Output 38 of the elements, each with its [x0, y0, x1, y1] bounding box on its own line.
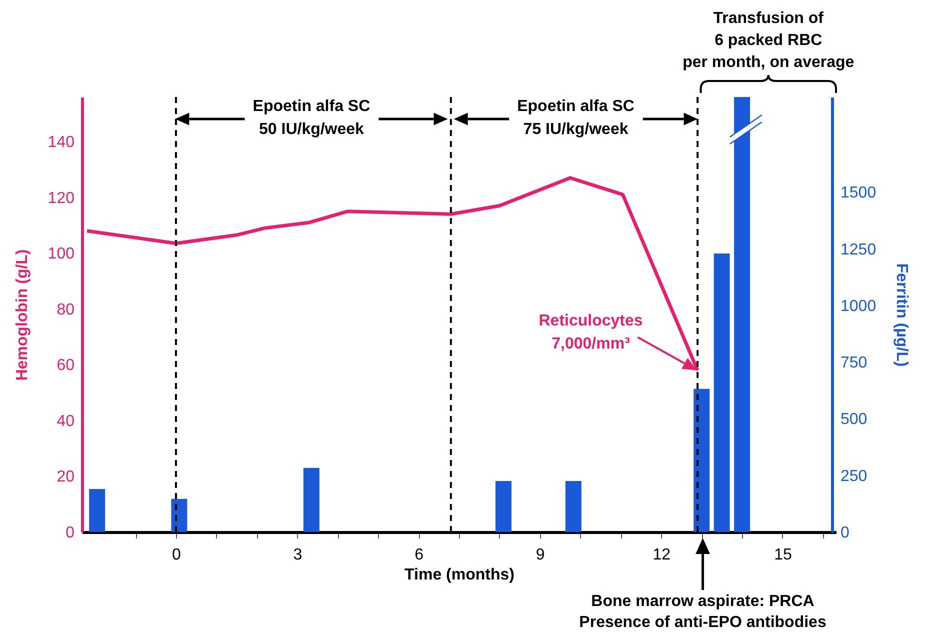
- y2-tick-label: 500: [840, 411, 868, 428]
- bar: [714, 254, 730, 532]
- line-series: [85, 176, 700, 372]
- x-tick-label: 9: [536, 546, 545, 564]
- bar: [171, 498, 188, 532]
- y2-tick-label: 250: [840, 468, 868, 485]
- text: Bone marrow aspirate: PRCA Presence of anti-EPO antibodies: [579, 593, 826, 631]
- y-tick-label: 80: [56, 301, 75, 318]
- x-axis-title: Time (months): [404, 566, 514, 584]
- y2-tick-label: 0: [840, 524, 850, 542]
- y2-tick-label: 1500: [840, 184, 876, 202]
- bar: [565, 481, 582, 532]
- bar: [495, 481, 512, 532]
- x-tick-label: 15: [774, 546, 792, 564]
- y-axis-title: Hemoglobin (g/L): [14, 249, 31, 381]
- bar: [734, 97, 750, 532]
- x-tick-label: 12: [652, 546, 671, 564]
- y-tick-label: 120: [48, 190, 75, 207]
- bar: [303, 468, 320, 532]
- text: Transfusion of 6 packed RBC per month, on average: [682, 10, 854, 71]
- y-tick-label: 0: [66, 524, 75, 542]
- y-tick-label: 140: [48, 134, 75, 152]
- annotation: Epoetin alfa SC 50 IU/kg/week: [252, 98, 371, 138]
- y-tick-label: 60: [56, 357, 75, 374]
- bar: [89, 488, 106, 532]
- bar: [694, 388, 710, 532]
- y2-tick-label: 1000: [840, 298, 876, 315]
- y2-tick-label: 1250: [840, 241, 876, 258]
- y-tick-label: 100: [48, 246, 75, 263]
- y2-tick-label: 750: [840, 354, 868, 372]
- annotation: Epoetin alfa SC 75 IU/kg/week: [517, 98, 635, 138]
- annotation: Reticulocytes 7,000/mm³: [538, 312, 643, 352]
- y-tick-label: 40: [56, 412, 75, 430]
- x-tick-label: 0: [172, 546, 182, 564]
- y-tick-label: 20: [56, 468, 75, 486]
- x-tick-label: 3: [293, 546, 302, 564]
- x-tick-label: 6: [414, 546, 424, 564]
- y2-axis-title: Ferritin (µg/L): [893, 263, 910, 367]
